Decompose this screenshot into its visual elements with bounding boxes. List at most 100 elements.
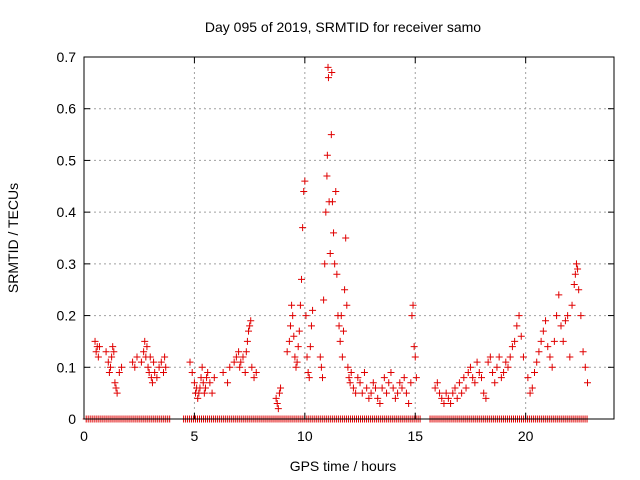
data-point <box>200 389 208 397</box>
data-point <box>581 363 589 371</box>
data-point <box>133 353 141 361</box>
data-point <box>473 358 481 366</box>
data-point <box>405 399 413 407</box>
data-point <box>160 368 167 376</box>
data-point <box>557 322 565 330</box>
data-point <box>296 301 304 309</box>
data-point <box>564 312 572 320</box>
data-point <box>92 348 100 356</box>
data-point <box>517 332 525 340</box>
data-point <box>333 270 341 278</box>
data-point <box>570 281 578 289</box>
data-point <box>157 358 165 366</box>
data-point <box>113 389 121 397</box>
data-point <box>151 368 159 376</box>
data-point <box>438 394 446 402</box>
data-point <box>201 384 209 392</box>
y-tick-label: 0.3 <box>57 256 77 272</box>
data-point <box>508 343 516 351</box>
data-point <box>408 312 416 320</box>
data-point <box>208 389 216 397</box>
data-point <box>304 368 312 376</box>
data-point <box>141 337 149 345</box>
data-point <box>575 286 583 294</box>
data-point <box>571 270 579 278</box>
data-point <box>462 384 470 392</box>
data-point <box>237 358 245 366</box>
data-point <box>245 327 253 335</box>
data-point <box>539 327 547 335</box>
data-point <box>118 363 126 371</box>
data-point <box>526 389 534 397</box>
data-point <box>363 384 371 392</box>
data-point <box>143 343 151 351</box>
data-point <box>332 187 340 195</box>
data-point <box>506 353 514 361</box>
data-point <box>94 353 102 361</box>
data-point <box>524 374 532 382</box>
data-point <box>294 343 302 351</box>
data-point <box>478 374 485 382</box>
data-point <box>102 348 110 356</box>
data-point <box>574 265 582 273</box>
data-point <box>495 353 503 361</box>
data-point <box>349 384 357 392</box>
data-point <box>153 374 161 382</box>
data-point <box>345 374 353 382</box>
data-point <box>190 379 198 387</box>
data-point <box>482 394 490 402</box>
data-point <box>105 368 113 376</box>
data-point <box>273 399 281 407</box>
data-point <box>544 343 552 351</box>
data-point <box>115 368 123 376</box>
data-point <box>275 389 283 397</box>
data-point <box>343 301 351 309</box>
data-point <box>367 389 375 397</box>
data-point <box>471 379 479 387</box>
data-point <box>411 353 419 361</box>
data-point <box>328 69 336 77</box>
data-point <box>360 368 368 376</box>
data-point <box>226 363 234 371</box>
data-point <box>206 379 214 387</box>
data-point <box>500 368 508 376</box>
data-point <box>354 374 362 382</box>
data-point <box>486 353 494 361</box>
data-point <box>306 343 314 351</box>
data-point <box>374 394 382 402</box>
data-point <box>396 379 404 387</box>
y-tick-label: 0.7 <box>57 49 77 65</box>
data-point <box>344 363 352 371</box>
data-point <box>146 353 154 361</box>
data-point <box>338 353 346 361</box>
data-point <box>387 368 395 376</box>
data-point <box>108 353 116 361</box>
data-point <box>299 224 307 232</box>
data-point <box>442 389 450 397</box>
data-point <box>584 379 591 387</box>
data-point <box>316 353 324 361</box>
data-point <box>203 374 211 382</box>
data-point <box>513 322 521 330</box>
data-point <box>579 348 587 356</box>
data-point <box>289 312 297 320</box>
data-point <box>376 399 384 407</box>
data-point <box>199 379 207 387</box>
data-point <box>247 317 255 325</box>
data-point <box>324 63 332 71</box>
data-point <box>410 343 418 351</box>
data-point <box>272 394 280 402</box>
y-tick-label: 0.1 <box>57 359 77 375</box>
data-point <box>337 312 345 320</box>
data-point <box>402 389 410 397</box>
data-point <box>356 379 364 387</box>
data-point <box>131 363 139 371</box>
data-point <box>335 322 343 330</box>
data-point <box>129 358 137 366</box>
data-point <box>504 363 512 371</box>
data-point <box>104 358 112 366</box>
data-point <box>323 151 331 159</box>
data-point <box>378 384 386 392</box>
data-point <box>236 363 244 371</box>
